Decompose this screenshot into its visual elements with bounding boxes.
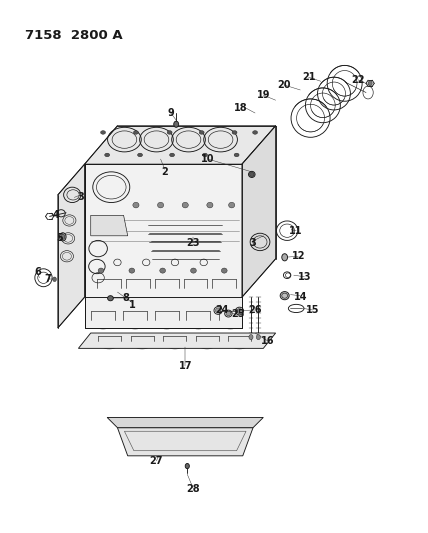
Polygon shape — [107, 417, 263, 427]
Ellipse shape — [202, 153, 208, 157]
Text: 24: 24 — [215, 305, 229, 315]
Ellipse shape — [160, 268, 166, 273]
Text: 16: 16 — [261, 336, 274, 346]
Text: 22: 22 — [351, 75, 365, 85]
Ellipse shape — [256, 335, 260, 340]
Polygon shape — [58, 164, 85, 328]
Text: 14: 14 — [294, 292, 307, 302]
Text: 15: 15 — [306, 305, 319, 315]
Ellipse shape — [158, 203, 163, 208]
Polygon shape — [117, 427, 253, 456]
Ellipse shape — [133, 203, 139, 208]
Text: 17: 17 — [178, 361, 192, 372]
Ellipse shape — [134, 131, 138, 134]
Ellipse shape — [105, 153, 110, 157]
Text: 18: 18 — [234, 103, 247, 113]
Ellipse shape — [137, 153, 143, 157]
Ellipse shape — [207, 203, 213, 208]
Text: 5: 5 — [56, 233, 63, 244]
Text: 4: 4 — [53, 211, 59, 220]
Ellipse shape — [368, 81, 372, 86]
Polygon shape — [85, 297, 242, 328]
Ellipse shape — [250, 172, 254, 176]
Ellipse shape — [253, 131, 258, 134]
Text: 3: 3 — [250, 238, 256, 248]
Ellipse shape — [232, 131, 237, 134]
Ellipse shape — [169, 153, 175, 157]
Text: 6: 6 — [34, 266, 41, 277]
Ellipse shape — [226, 311, 231, 316]
Ellipse shape — [229, 203, 235, 208]
Text: 3: 3 — [77, 192, 84, 203]
Text: 9: 9 — [167, 108, 174, 118]
Ellipse shape — [280, 292, 289, 300]
Ellipse shape — [249, 335, 253, 340]
Ellipse shape — [234, 153, 239, 157]
Polygon shape — [85, 126, 276, 164]
Ellipse shape — [215, 308, 221, 313]
Text: 8: 8 — [122, 293, 129, 303]
Text: 13: 13 — [297, 272, 311, 282]
Text: 21: 21 — [302, 72, 315, 82]
Polygon shape — [91, 215, 128, 236]
Text: 2: 2 — [161, 167, 168, 177]
Ellipse shape — [221, 268, 227, 273]
Ellipse shape — [53, 277, 56, 281]
Text: 1: 1 — [128, 300, 135, 310]
Text: 27: 27 — [150, 456, 163, 466]
Text: 7158  2800 A: 7158 2800 A — [25, 29, 122, 42]
Polygon shape — [242, 126, 276, 297]
Text: 12: 12 — [291, 251, 305, 261]
Text: 10: 10 — [201, 154, 214, 164]
Text: 25: 25 — [231, 309, 244, 319]
Ellipse shape — [101, 131, 106, 134]
Text: 7: 7 — [44, 274, 51, 284]
Ellipse shape — [282, 254, 288, 261]
Ellipse shape — [237, 309, 242, 313]
Ellipse shape — [249, 171, 255, 177]
Ellipse shape — [98, 268, 104, 273]
Ellipse shape — [59, 233, 66, 241]
Polygon shape — [85, 164, 242, 297]
Ellipse shape — [107, 296, 113, 301]
Text: 20: 20 — [277, 80, 291, 90]
Ellipse shape — [174, 121, 178, 127]
Text: 28: 28 — [187, 484, 200, 494]
Ellipse shape — [182, 203, 188, 208]
Text: 11: 11 — [289, 225, 303, 236]
Text: 19: 19 — [256, 90, 270, 100]
Text: 23: 23 — [187, 238, 200, 248]
Ellipse shape — [167, 131, 172, 134]
Polygon shape — [78, 333, 276, 349]
Text: 26: 26 — [248, 305, 262, 315]
Ellipse shape — [61, 235, 65, 239]
Ellipse shape — [129, 268, 135, 273]
Ellipse shape — [185, 464, 189, 469]
Ellipse shape — [190, 268, 196, 273]
Ellipse shape — [199, 131, 204, 134]
